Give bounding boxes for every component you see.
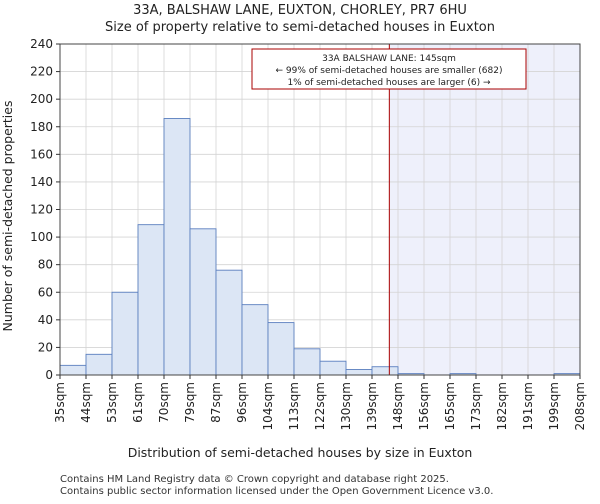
y-tick-label: 40 [38, 313, 53, 327]
x-tick-label: 208sqm [573, 382, 587, 430]
property-annotation: 33A BALSHAW LANE: 145sqm ← 99% of semi-d… [251, 48, 527, 90]
bar [319, 360, 347, 376]
x-tick-label: 96sqm [235, 382, 249, 423]
footer-copyright: Contains HM Land Registry data © Crown c… [60, 474, 449, 485]
x-axis-label: Distribution of semi-detached houses by … [128, 445, 473, 460]
x-tick-label: 148sqm [391, 382, 405, 430]
bars [59, 118, 581, 376]
x-tick-label: 182sqm [495, 382, 509, 430]
x-tick-label: 44sqm [79, 382, 93, 423]
y-tick-label: 100 [30, 230, 53, 244]
x-tick-label: 191sqm [521, 382, 535, 430]
bar [293, 348, 321, 376]
y-axis-label: Number of semi-detached properties [0, 101, 15, 332]
x-tick-label: 199sqm [547, 382, 561, 430]
footer-licence: Contains public sector information licen… [60, 486, 493, 497]
bar [267, 322, 295, 376]
x-tick-label: 156sqm [417, 382, 431, 430]
x-tick-label: 53sqm [105, 382, 119, 423]
chart-subtitle: Size of property relative to semi-detach… [105, 20, 495, 35]
y-tick-label: 220 [30, 65, 53, 79]
y-tick-label: 180 [30, 120, 53, 134]
x-tick-label: 87sqm [209, 382, 223, 423]
y-tick-label: 20 [38, 340, 53, 354]
bar [59, 364, 87, 376]
plot-area: 0 20 40 60 80 100 120 140 160 180 200 220 240 35sqm 4… [30, 37, 587, 430]
x-axis-ticks: 35sqm 44sqm 53sqm 61sqm 70sqm 79sqm 87sqm 96sqm… [53, 375, 587, 430]
y-tick-label: 0 [45, 368, 53, 382]
y-tick-label: 140 [30, 175, 53, 189]
annotation-line-1: 33A BALSHAW LANE: 145sqm [322, 54, 456, 64]
y-tick-label: 80 [38, 258, 53, 272]
bar [163, 118, 191, 376]
bar [189, 228, 217, 376]
y-tick-label: 120 [30, 203, 53, 217]
chart-title: 33A, BALSHAW LANE, EUXTON, CHORLEY, PR7 … [133, 3, 467, 18]
y-tick-label: 60 [38, 285, 53, 299]
annotation-box [251, 48, 527, 90]
bar [137, 224, 165, 376]
y-tick-label: 160 [30, 147, 53, 161]
y-axis-ticks: 0 20 40 60 80 100 120 140 160 180 200 220 240 [30, 37, 60, 382]
x-tick-label: 130sqm [339, 382, 353, 430]
x-tick-label: 173sqm [469, 382, 483, 430]
x-tick-label: 139sqm [365, 382, 379, 430]
annotation-line-2: ← 99% of semi-detached houses are smalle… [276, 66, 503, 76]
x-tick-label: 35sqm [53, 382, 67, 423]
bar [241, 304, 269, 376]
bar [371, 366, 399, 376]
y-tick-label: 200 [30, 92, 53, 106]
x-tick-label: 70sqm [157, 382, 171, 423]
bar [345, 369, 373, 376]
x-tick-label: 104sqm [261, 382, 275, 430]
x-tick-label: 61sqm [131, 382, 145, 423]
x-tick-label: 113sqm [287, 382, 301, 430]
bar [111, 291, 139, 376]
bar [215, 269, 243, 376]
y-tick-label: 240 [30, 37, 53, 51]
x-tick-label: 122sqm [313, 382, 327, 430]
annotation-line-3: 1% of semi-detached houses are larger (6… [287, 78, 491, 88]
x-tick-label: 165sqm [443, 382, 457, 430]
x-tick-label: 79sqm [183, 382, 197, 423]
bar [85, 353, 113, 376]
